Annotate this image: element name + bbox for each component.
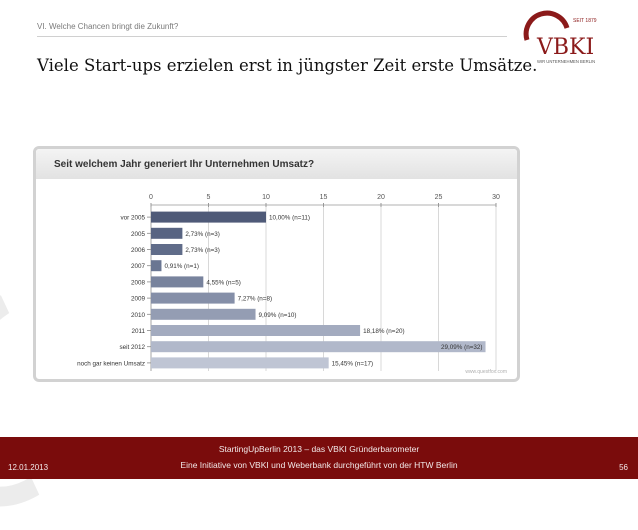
- logo-tagline: WIR UNTERNEHMEN BERLIN: [537, 59, 595, 64]
- data-label-5: 7,27% (n=8): [238, 296, 272, 303]
- category-label-9: noch gar keinen Umsatz: [77, 360, 145, 367]
- category-label-4: 2008: [131, 279, 146, 286]
- vbki-logo: SEIT 1879 VBKI WIR UNTERNEHMEN BERLIN: [523, 10, 597, 64]
- bar-chart: 0 5 10 15 20 25 30 vor 2005 10,00% (n=11) 2005 2,7…: [77, 194, 500, 371]
- x-tick-label-0: 0: [149, 194, 153, 201]
- category-label-6: 2010: [131, 312, 146, 319]
- x-tick-label-2: 10: [262, 194, 270, 201]
- bar-9: [151, 357, 329, 369]
- chart-source: www.questfox.com: [465, 369, 507, 375]
- data-label-2: 2,73% (n=3): [185, 247, 219, 254]
- x-tick-label-4: 20: [377, 194, 385, 201]
- category-label-1: 2005: [131, 231, 146, 238]
- category-label-3: 2007: [131, 263, 146, 270]
- footer-credits: Eine Initiative von VBKI und Weberbank d…: [180, 460, 458, 470]
- chart-card: Seit welchem Jahr generiert Ihr Unterneh…: [33, 146, 520, 382]
- data-label-8: 29,09% (n=32): [441, 344, 482, 351]
- footer-subtitle: StartingUpBerlin 2013 – das VBKI Gründer…: [218, 444, 420, 454]
- bar-8: [151, 341, 486, 353]
- category-label-2: 2006: [131, 247, 146, 254]
- bar-5: [151, 292, 235, 304]
- category-label-8: seit 2012: [119, 344, 145, 351]
- chart-header: Seit welchem Jahr generiert Ihr Unterneh…: [36, 149, 517, 179]
- data-label-3: 0,91% (n=1): [164, 263, 198, 270]
- data-label-4: 4,55% (n=5): [206, 279, 240, 286]
- footer-date: 12.01.2013: [8, 463, 49, 472]
- footer: 12.01.2013 StartingUpBerlin 2013 – das V…: [0, 437, 638, 479]
- slide-title: Viele Start-ups erzielen erst in jüngste…: [37, 56, 538, 75]
- section-label: VI. Welche Chancen bringt die Zukunft?: [37, 22, 179, 31]
- bar-3: [151, 260, 162, 272]
- x-tick-label-1: 5: [207, 194, 211, 201]
- bar-0: [151, 211, 266, 223]
- category-label-7: 2011: [131, 328, 145, 335]
- x-tick-label-6: 30: [492, 194, 500, 201]
- page-number: 56: [619, 463, 628, 472]
- x-tick-label-5: 25: [435, 194, 443, 201]
- bar-2: [151, 244, 183, 255]
- data-label-6: 9,09% (n=10): [259, 312, 297, 319]
- logo-since: SEIT 1879: [573, 18, 597, 24]
- data-label-9: 15,45% (n=17): [332, 360, 373, 367]
- data-label-0: 10,00% (n=11): [269, 215, 310, 222]
- logo-arc: [523, 10, 570, 41]
- data-label-7: 18,18% (n=20): [363, 328, 404, 335]
- data-label-1: 2,73% (n=3): [185, 231, 219, 238]
- category-label-0: vor 2005: [120, 215, 145, 222]
- x-tick-label-3: 15: [320, 194, 328, 201]
- bar-4: [151, 276, 204, 288]
- bar-6: [151, 308, 256, 320]
- header-divider: [37, 36, 507, 37]
- category-label-5: 2009: [131, 296, 146, 303]
- chart-title: Seit welchem Jahr generiert Ihr Unterneh…: [54, 159, 315, 170]
- bar-7: [151, 325, 361, 336]
- logo-name: VBKI: [536, 35, 594, 60]
- bar-1: [151, 227, 183, 239]
